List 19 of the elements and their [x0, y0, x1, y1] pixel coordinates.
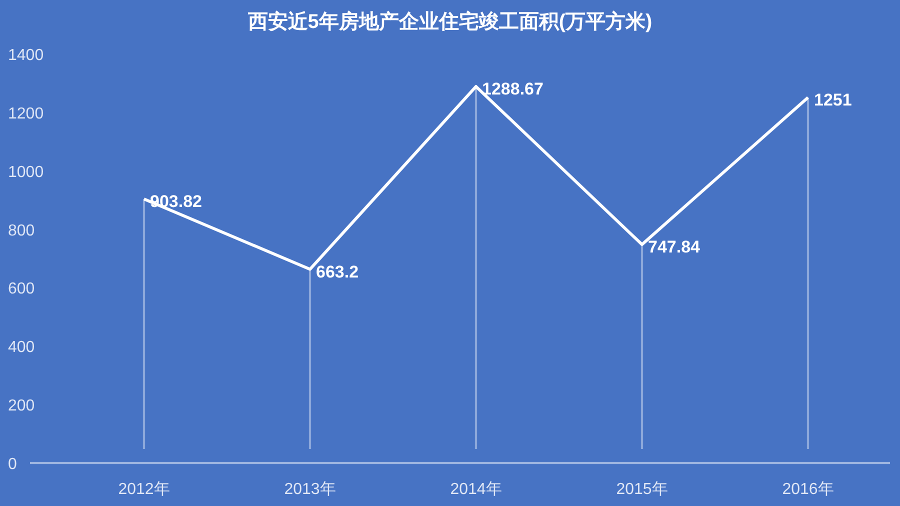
- data-label: 903.82: [150, 192, 202, 211]
- y-tick-label: 0: [8, 456, 17, 473]
- data-label: 1251: [814, 90, 852, 110]
- y-tick-label: 400: [8, 339, 35, 356]
- data-label: 663.2: [316, 262, 359, 282]
- data-label: 747.84: [648, 238, 701, 257]
- x-tick-label: 2012年: [118, 481, 170, 498]
- y-tick-label: 1000: [8, 164, 44, 181]
- x-tick-label: 2016年: [782, 481, 834, 498]
- y-tick-label: 600: [8, 280, 35, 298]
- data-label: 1288.67: [482, 80, 544, 99]
- y-tick-label: 200: [8, 398, 35, 415]
- x-tick-label: 2015年: [616, 481, 668, 498]
- y-tick-label: 800: [8, 222, 35, 240]
- y-tick-label: 1400: [8, 47, 44, 64]
- y-tick-label: 1200: [8, 105, 44, 122]
- x-tick-label: 2013年: [284, 481, 336, 498]
- chart-title: 西安近5年房地产企业住宅竣工面积(万平方米): [246, 10, 652, 33]
- x-tick-label: 2014年: [450, 481, 502, 498]
